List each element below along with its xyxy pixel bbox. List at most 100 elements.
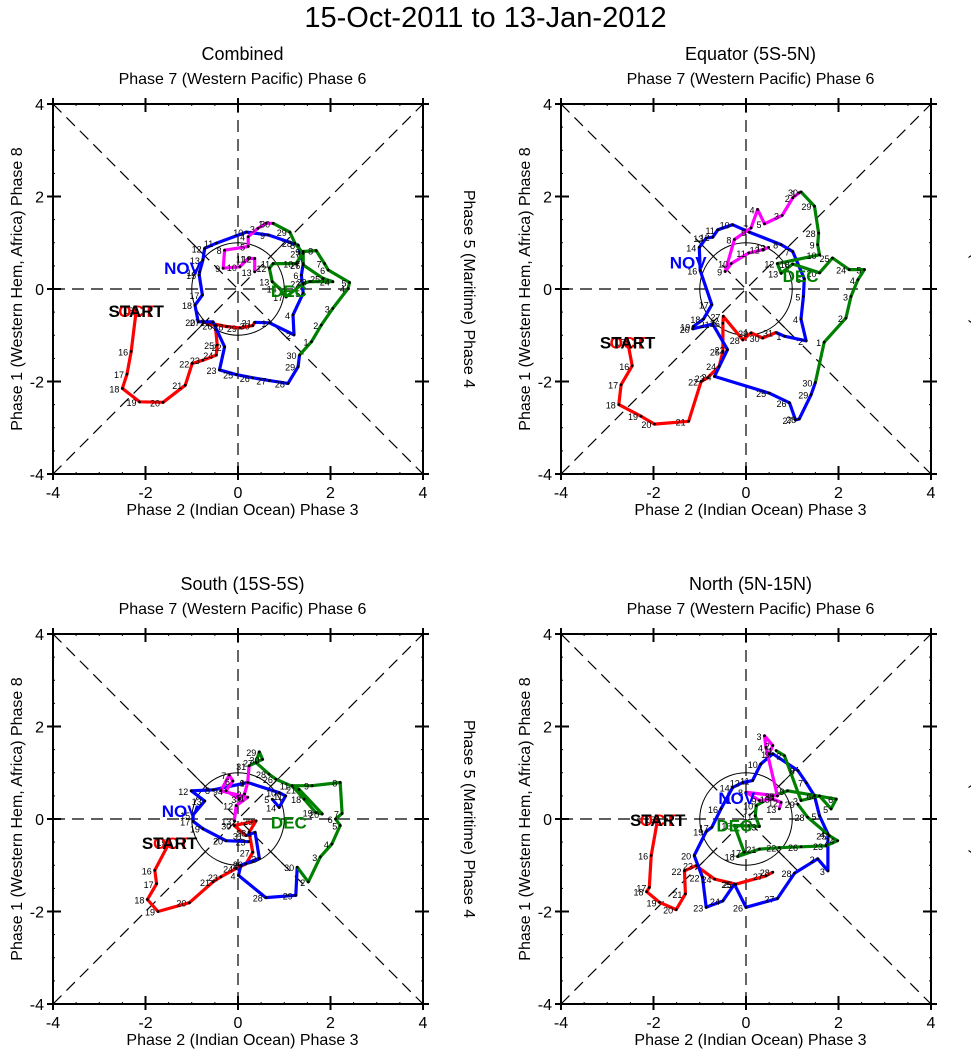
data-point xyxy=(761,248,765,252)
day-label: 31 xyxy=(763,328,773,338)
day-label: 19 xyxy=(190,825,200,835)
y-tick-label: -2 xyxy=(30,905,44,922)
y-tick-label: -4 xyxy=(30,997,44,1014)
day-label: 4 xyxy=(340,285,345,295)
day-label: 22 xyxy=(212,343,222,353)
data-point xyxy=(809,393,813,396)
data-point xyxy=(286,381,290,385)
day-label: 19 xyxy=(680,322,690,332)
day-label: 13 xyxy=(766,805,776,815)
day-label: 5 xyxy=(332,821,337,831)
data-point xyxy=(658,900,661,904)
day-label: 20 xyxy=(807,269,817,279)
data-point xyxy=(749,331,753,335)
x-tick-label: 4 xyxy=(419,1015,428,1032)
day-label: 30 xyxy=(802,378,812,388)
data-point xyxy=(758,847,761,851)
day-label: 28 xyxy=(786,415,796,425)
data-point xyxy=(156,910,160,913)
day-label: 9 xyxy=(717,267,722,277)
day-label: 2 xyxy=(300,878,305,888)
series-line-nov xyxy=(691,223,817,422)
panel-title: South (15S-5S) xyxy=(180,574,305,594)
day-label: 25 xyxy=(310,274,320,284)
day-label: 29 xyxy=(285,363,295,373)
data-point xyxy=(776,262,779,265)
data-point xyxy=(196,320,200,324)
data-point xyxy=(782,334,786,338)
data-point xyxy=(733,238,736,241)
day-label: 7 xyxy=(295,260,300,270)
data-point xyxy=(219,789,223,793)
day-label: 7 xyxy=(221,771,226,781)
day-label: 6 xyxy=(293,271,298,281)
day-label: 5 xyxy=(795,292,800,302)
day-label: 9 xyxy=(304,782,309,792)
x-tick-label: 0 xyxy=(742,485,751,502)
data-point xyxy=(211,320,215,324)
day-label: 31 xyxy=(236,762,246,772)
data-point xyxy=(702,317,705,321)
data-point xyxy=(687,419,691,423)
data-point xyxy=(301,282,305,285)
data-point xyxy=(211,788,215,792)
data-point xyxy=(338,824,342,827)
day-label: 27 xyxy=(710,312,720,322)
data-point xyxy=(348,281,351,284)
day-label: 3 xyxy=(756,732,761,742)
day-label: 20 xyxy=(641,420,651,430)
month-label-dec: DEC xyxy=(783,267,819,286)
top-axis-label: Phase 7 (Western Pacific) Phase 6 xyxy=(626,601,875,618)
day-label: 11 xyxy=(736,249,745,259)
data-point xyxy=(203,799,207,803)
day-label: 30 xyxy=(750,334,760,344)
day-label: 20 xyxy=(150,398,160,408)
data-point xyxy=(200,293,204,297)
day-label: 3 xyxy=(843,292,848,302)
data-point xyxy=(856,278,860,282)
day-label: 15 xyxy=(180,811,190,821)
data-point xyxy=(782,754,786,758)
day-label: 19 xyxy=(628,412,638,422)
data-point xyxy=(761,336,765,340)
bottom-axis-label: Phase 2 (Indian Ocean) Phase 3 xyxy=(634,502,867,519)
data-point xyxy=(331,280,335,283)
day-label: 8 xyxy=(290,241,295,251)
day-label: 1 xyxy=(768,747,773,757)
y-tick-label: 2 xyxy=(543,720,552,737)
day-label: 4 xyxy=(324,840,329,850)
day-label: 17 xyxy=(180,817,190,827)
data-point xyxy=(733,882,736,886)
data-point xyxy=(801,295,805,298)
data-point xyxy=(626,339,629,343)
day-label: 7 xyxy=(785,248,790,258)
data-point xyxy=(234,804,238,807)
data-point xyxy=(844,316,848,320)
day-label: 20 xyxy=(176,899,186,909)
data-point xyxy=(779,271,783,275)
day-label: 1 xyxy=(261,319,266,329)
day-label: 3 xyxy=(774,211,779,221)
data-point xyxy=(264,221,268,225)
data-point xyxy=(292,333,296,337)
day-label: 25 xyxy=(721,880,731,890)
diagonal-line xyxy=(52,103,424,475)
month-label-nov: NOV xyxy=(162,802,200,821)
month-label-nov: NOV xyxy=(718,789,756,808)
day-label: 5 xyxy=(756,220,761,230)
data-point xyxy=(617,403,621,407)
x-tick-label: 0 xyxy=(742,1015,751,1032)
x-tick-label: -2 xyxy=(138,1015,152,1032)
day-label: 10 xyxy=(748,760,758,770)
diagonal-line xyxy=(560,633,932,1005)
data-point xyxy=(321,276,325,280)
day-label: 27 xyxy=(782,416,792,426)
data-point xyxy=(763,734,766,738)
day-label: 14 xyxy=(686,243,696,253)
x-tick-label: 0 xyxy=(234,485,243,502)
diagonal-line xyxy=(52,633,424,1005)
day-label: 13 xyxy=(259,278,269,288)
day-label: 2 xyxy=(251,854,256,864)
data-point xyxy=(213,324,217,327)
